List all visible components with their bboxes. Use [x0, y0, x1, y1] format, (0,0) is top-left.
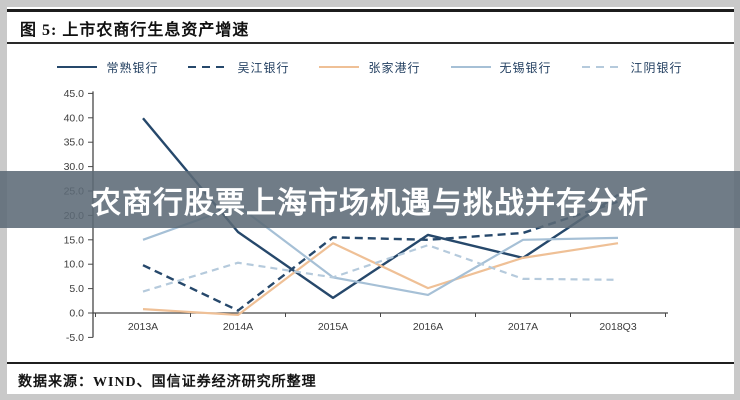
svg-text:40.0: 40.0: [64, 112, 85, 124]
svg-text:2015A: 2015A: [318, 321, 348, 333]
svg-text:45.0: 45.0: [64, 88, 85, 100]
svg-text:-5.0: -5.0: [66, 332, 84, 344]
headline-text: 农商行股票上海市场机遇与挑战并存分析: [91, 186, 649, 220]
svg-text:2018Q3: 2018Q3: [599, 321, 637, 333]
chart-legend: 常熟银行 吴江银行 张家港行 无锡银行 江阴银行: [0, 58, 740, 76]
legend-label: 张家港行: [368, 60, 421, 75]
legend-item-4: 江阴银行: [581, 59, 683, 76]
svg-text:0.0: 0.0: [69, 308, 84, 320]
legend-item-3: 无锡银行: [450, 59, 552, 76]
legend-dashed-line-swatch: [188, 66, 229, 68]
legend-item-2: 张家港行: [319, 59, 420, 76]
series-line-2: [142, 242, 619, 317]
legend-label: 无锡银行: [499, 60, 552, 75]
legend-solid-line-swatch: [57, 66, 98, 68]
legend-item-1: 吴江银行: [188, 59, 289, 76]
series-line-4: [142, 244, 619, 293]
legend-label: 江阴银行: [630, 60, 683, 75]
legend-label: 吴江银行: [237, 60, 290, 75]
svg-text:5.0: 5.0: [69, 283, 84, 295]
headline-overlay-banner: 农商行股票上海市场机遇与挑战并存分析: [0, 171, 740, 228]
top-border-rule: [7, 9, 734, 12]
legend-solid-line-swatch: [450, 66, 491, 68]
svg-text:2016A: 2016A: [413, 321, 443, 333]
svg-text:35.0: 35.0: [64, 137, 85, 149]
svg-text:2014A: 2014A: [223, 321, 253, 333]
legend-label: 常熟银行: [106, 60, 159, 75]
legend-dashed-line-swatch: [581, 66, 622, 68]
title-divider-rule: [7, 42, 734, 44]
figure-title: 图 5: 上市农商行生息资产增速: [20, 22, 250, 39]
svg-text:15.0: 15.0: [64, 234, 85, 246]
svg-text:2017A: 2017A: [508, 321, 538, 333]
source-divider-rule: [7, 362, 734, 364]
svg-text:10.0: 10.0: [64, 259, 85, 271]
svg-text:30.0: 30.0: [64, 161, 85, 173]
svg-text:2013A: 2013A: [128, 321, 158, 333]
legend-solid-line-swatch: [319, 66, 360, 68]
legend-item-0: 常熟银行: [57, 59, 158, 76]
data-source-note: 数据来源：WIND、国信证券经济研究所整理: [18, 375, 317, 390]
